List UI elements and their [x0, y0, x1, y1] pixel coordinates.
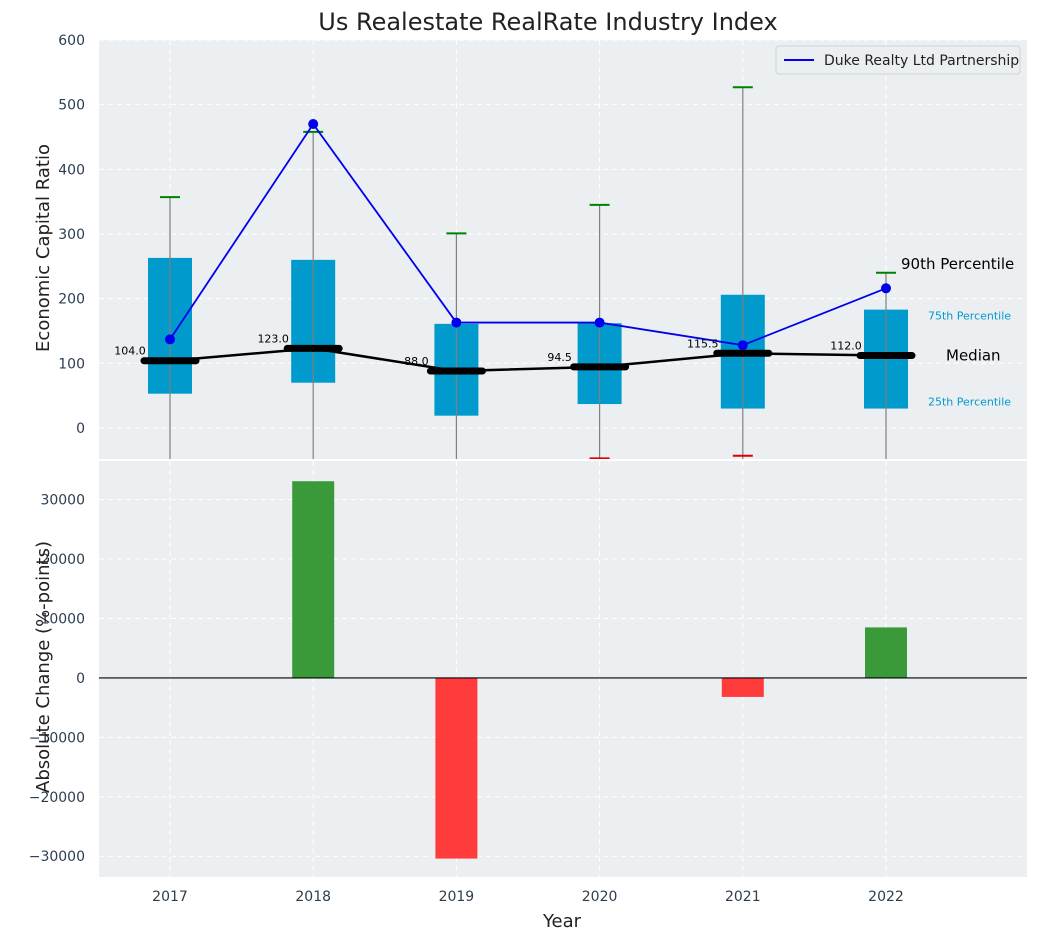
change-bar-2021 [721, 677, 764, 697]
annotation-median: Median [946, 347, 1001, 365]
x-tick-label-2018: 2018 [295, 889, 331, 905]
series-point-2020 [594, 317, 605, 328]
top-y-tick-label: 600 [58, 33, 85, 49]
bottom-y-axis-label: Absolute Change (%-points) [33, 541, 54, 793]
annotation-75th-percentile: 75th Percentile [928, 310, 1011, 323]
bottom-panel: −30000 −20000 −10000 0 10000 20000 30000 2017 20… [29, 461, 1027, 905]
median-label-2022: 112.0 [830, 340, 862, 353]
median-label-2017: 104.0 [114, 345, 146, 358]
series-point-2018 [308, 119, 319, 130]
series-point-2017 [165, 334, 175, 345]
legend: Duke Realty Ltd Partnership [775, 45, 1021, 75]
change-bar-2019 [435, 677, 478, 859]
top-y-tick-label: 300 [58, 227, 85, 243]
bottom-y-tick-label: −20000 [29, 790, 85, 806]
x-tick-label-2021: 2021 [725, 889, 761, 905]
series-line-0 [169, 122, 887, 347]
x-tick-label-2019: 2019 [439, 889, 475, 905]
legend-entry-0: Duke Realty Ltd Partnership [824, 53, 1019, 69]
top-panel: 0 100 200 300 400 500 600 104.0 123.0 88.0 94.5 115… [58, 33, 1027, 459]
top-y-tick-label: 400 [58, 162, 85, 178]
bottom-y-tick-label: 10000 [40, 611, 85, 627]
median-label-2021: 115.5 [687, 337, 719, 350]
top-y-axis-label: Economic Capital Ratio [33, 144, 54, 352]
bottom-y-tick-label: −10000 [29, 730, 85, 746]
series-point-2019 [451, 317, 462, 328]
x-tick-label-2022: 2022 [868, 889, 904, 905]
series-point-2021 [737, 340, 748, 351]
series-point-2022 [881, 283, 891, 294]
median-label-2020: 94.5 [547, 351, 572, 364]
change-bar-2018 [292, 481, 335, 678]
median-label-2018: 123.0 [257, 332, 289, 345]
legend-frame [775, 45, 1021, 75]
top-y-tick-label: 200 [58, 292, 85, 308]
bottom-y-tick-label: 20000 [40, 552, 85, 568]
annotation-90th-percentile: 90th Percentile [901, 255, 1014, 273]
chart-title: Us Realestate RealRate Industry Index [318, 8, 777, 36]
change-bar-2022 [865, 627, 907, 678]
median-label-2019: 88.0 [404, 355, 429, 368]
top-y-tick-label: 0 [76, 421, 85, 437]
bottom-y-tick-label: −30000 [29, 849, 85, 865]
x-tick-label-2020: 2020 [582, 889, 618, 905]
bottom-y-tick-label: 30000 [40, 493, 85, 509]
top-y-tick-label: 100 [58, 356, 85, 372]
annotation-25th-percentile: 25th Percentile [928, 396, 1011, 409]
x-axis-label: Year [542, 911, 582, 932]
top-marks-group [140, 86, 916, 459]
x-tick-label-2017: 2017 [152, 889, 188, 905]
bottom-y-tick-label: 0 [76, 671, 85, 687]
top-y-tick-label: 500 [58, 98, 85, 114]
